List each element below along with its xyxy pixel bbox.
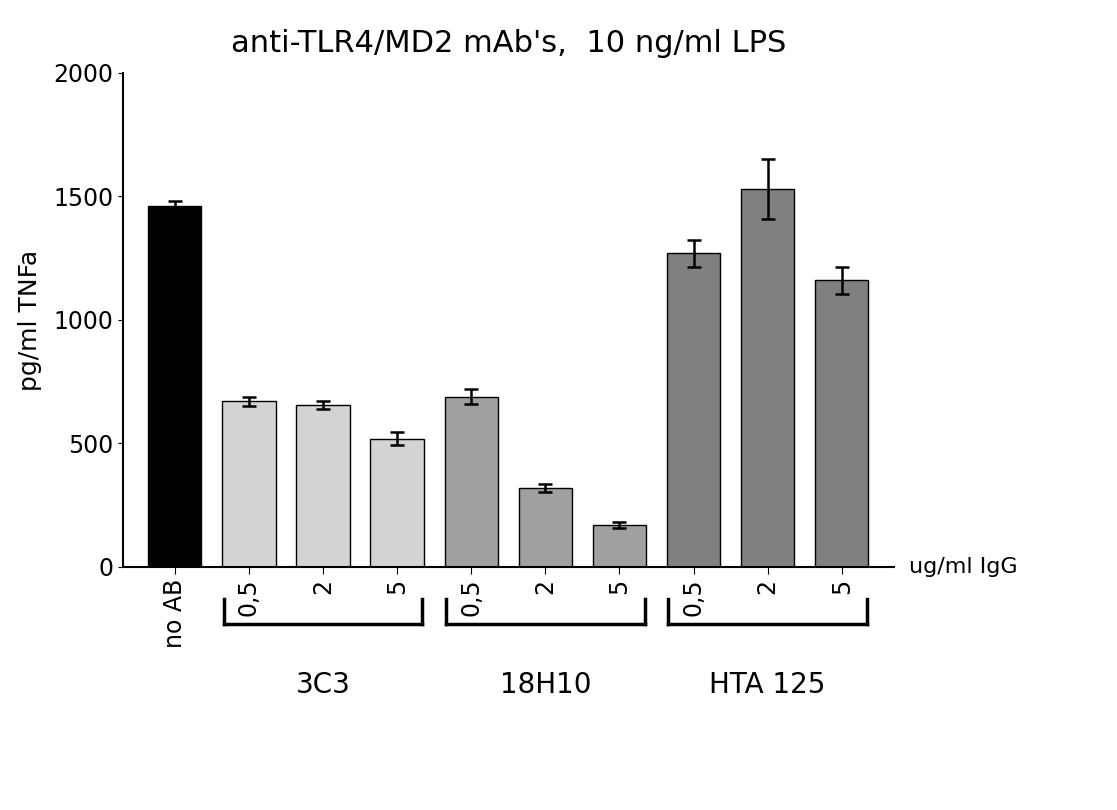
Bar xyxy=(593,525,646,567)
Bar xyxy=(222,402,276,567)
Bar xyxy=(445,397,498,567)
Text: 18H10: 18H10 xyxy=(499,671,591,699)
Bar xyxy=(815,280,868,567)
Text: HTA 125: HTA 125 xyxy=(709,671,825,699)
Bar xyxy=(296,405,350,567)
Text: ug/ml IgG: ug/ml IgG xyxy=(909,557,1018,577)
Bar xyxy=(149,207,201,567)
Bar xyxy=(371,438,423,567)
Title: anti-TLR4/MD2 mAb's,  10 ng/ml LPS: anti-TLR4/MD2 mAb's, 10 ng/ml LPS xyxy=(230,29,786,58)
Bar xyxy=(667,254,720,567)
Bar xyxy=(518,488,572,567)
Bar xyxy=(741,189,794,567)
Y-axis label: pg/ml TNFa: pg/ml TNFa xyxy=(18,249,42,390)
Text: 3C3: 3C3 xyxy=(296,671,351,699)
